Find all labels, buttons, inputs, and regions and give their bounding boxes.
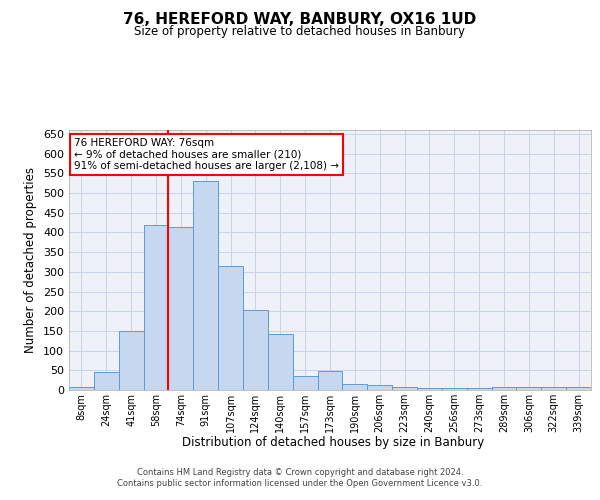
Y-axis label: Number of detached properties: Number of detached properties <box>25 167 37 353</box>
Bar <box>169 226 193 390</box>
Text: Size of property relative to detached houses in Banbury: Size of property relative to detached ho… <box>134 25 466 38</box>
Bar <box>517 387 541 390</box>
Bar <box>69 387 94 390</box>
Bar <box>218 266 243 390</box>
Bar <box>541 387 566 390</box>
Bar <box>243 310 268 390</box>
Bar <box>268 334 293 390</box>
Bar <box>193 181 218 390</box>
Bar <box>566 387 591 390</box>
Bar <box>467 388 491 390</box>
Bar <box>119 331 143 390</box>
Bar <box>491 387 517 390</box>
Bar <box>293 376 317 390</box>
Bar <box>392 387 417 390</box>
Bar <box>317 371 343 390</box>
Bar <box>94 372 119 390</box>
Text: 76 HEREFORD WAY: 76sqm
← 9% of detached houses are smaller (210)
91% of semi-det: 76 HEREFORD WAY: 76sqm ← 9% of detached … <box>74 138 339 171</box>
Text: Distribution of detached houses by size in Banbury: Distribution of detached houses by size … <box>182 436 484 449</box>
Text: 76, HEREFORD WAY, BANBURY, OX16 1UD: 76, HEREFORD WAY, BANBURY, OX16 1UD <box>124 12 476 28</box>
Bar <box>143 226 169 390</box>
Text: Contains HM Land Registry data © Crown copyright and database right 2024.
Contai: Contains HM Land Registry data © Crown c… <box>118 468 482 487</box>
Bar <box>417 388 442 390</box>
Bar <box>442 388 467 390</box>
Bar <box>367 385 392 390</box>
Bar <box>343 384 367 390</box>
